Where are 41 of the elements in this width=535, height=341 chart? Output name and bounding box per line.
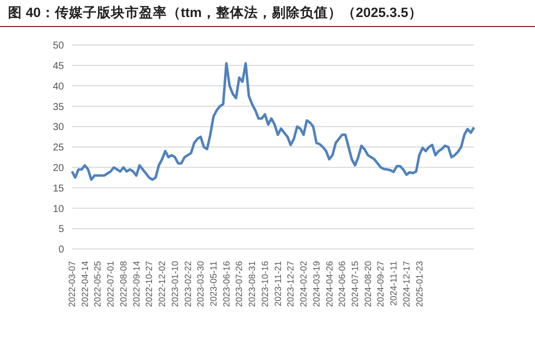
- x-tick-label: 2024-06-06: [337, 261, 348, 308]
- x-tick-label: 2024-04-26: [324, 261, 334, 308]
- x-tick-label: 2023-02-22: [182, 261, 193, 308]
- y-tick-label: 0: [58, 244, 64, 256]
- chart-title: 图 40：传媒子版块市盈率（ttm，整体法，剔除负值）（2025.3.5）: [0, 0, 535, 27]
- x-tick-label: 2022-05-25: [92, 261, 103, 308]
- y-tick-label: 40: [52, 81, 64, 92]
- y-tick-label: 20: [52, 162, 64, 174]
- x-tick-label: 2022-07-01: [106, 261, 116, 308]
- x-tick-label: 2023-01-10: [170, 261, 180, 308]
- x-tick-label: 2024-03-19: [311, 261, 322, 308]
- y-tick-label: 35: [52, 102, 64, 113]
- y-tick-label: 30: [52, 122, 64, 134]
- y-tick-label: 25: [52, 142, 64, 154]
- x-tick-label: 2024-11-11: [388, 261, 399, 306]
- x-tick-label: 2023-06-16: [221, 261, 232, 308]
- x-tick-label: 2023-08-31: [247, 261, 258, 308]
- y-tick-label: 45: [52, 60, 64, 72]
- x-tick-label: 2023-07-26: [234, 261, 244, 308]
- x-tick-label: 2022-03-07: [67, 261, 77, 308]
- x-tick-label: 2024-09-27: [376, 261, 386, 308]
- y-tick-label: 50: [52, 40, 64, 52]
- x-tick-label: 2023-05-11: [208, 261, 219, 306]
- x-tick-label: 2022-12-02: [157, 261, 168, 308]
- x-tick-label: 2023-10-16: [260, 261, 270, 308]
- x-tick-label: 2023-12-27: [286, 261, 296, 308]
- line-series: [70, 62, 476, 181]
- x-tick-label: 2022-08-08: [118, 261, 128, 308]
- x-tick-label: 2022-10-27: [144, 261, 154, 308]
- x-tick-label: 2024-08-20: [362, 261, 373, 308]
- x-tick-label: 2022-04-14: [80, 261, 90, 308]
- x-tick-label: 2023-11-21: [272, 261, 283, 306]
- x-tick-label: 2024-02-02: [298, 261, 309, 308]
- y-tick-label: 5: [58, 224, 64, 236]
- x-tick-label: 2025-01-23: [414, 261, 424, 308]
- x-tick-label: 2024-07-15: [350, 261, 360, 308]
- x-tick-label: 2023-03-30: [196, 261, 206, 308]
- y-tick-label: 10: [52, 204, 64, 215]
- y-tick-label: 15: [52, 183, 64, 194]
- x-tick-label: 2024-12-17: [401, 261, 412, 308]
- x-tick-label: 2022-09-14: [131, 261, 142, 308]
